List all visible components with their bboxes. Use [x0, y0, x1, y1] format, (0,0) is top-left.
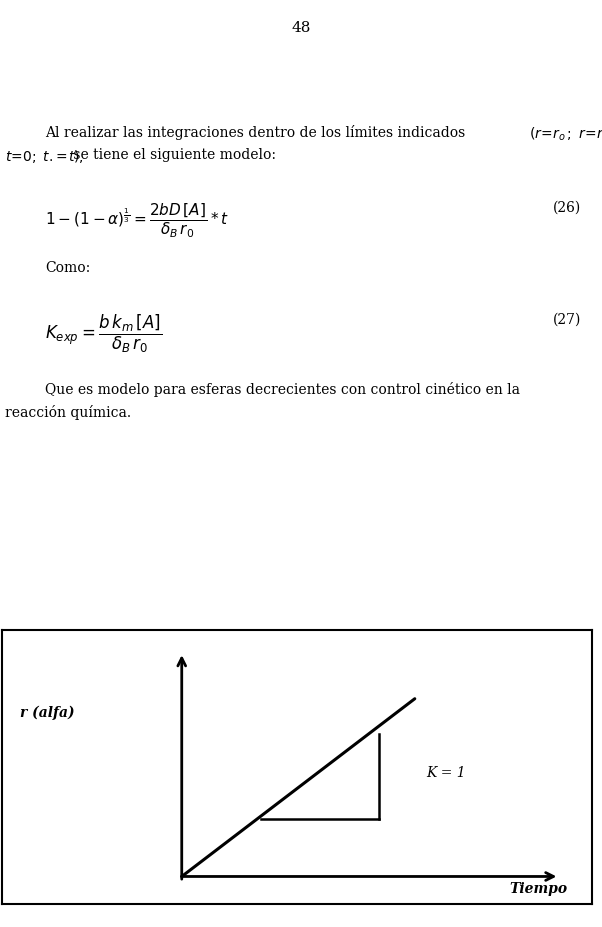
Text: Tiempo: Tiempo	[510, 882, 568, 895]
Text: (26): (26)	[553, 201, 581, 215]
Text: Como:: Como:	[45, 261, 90, 275]
Text: se tiene el siguiente modelo:: se tiene el siguiente modelo:	[69, 148, 276, 162]
Text: r (alfa): r (alfa)	[19, 705, 74, 719]
Text: $t\!=\!0;\;t.\!=\!t),$: $t\!=\!0;\;t.\!=\!t),$	[5, 148, 84, 165]
Text: reacción química.: reacción química.	[5, 405, 131, 420]
Text: 48: 48	[291, 21, 311, 35]
Text: Que es modelo para esferas decrecientes con control cinético en la: Que es modelo para esferas decrecientes …	[45, 382, 520, 397]
Text: Al realizar las integraciones dentro de los límites indicados: Al realizar las integraciones dentro de …	[45, 125, 465, 140]
Text: $1 - (1 - \alpha)^{\frac{1}{3}} = \dfrac{2bD\,[A]}{\delta_B\,r_0} * t$: $1 - (1 - \alpha)^{\frac{1}{3}} = \dfrac…	[45, 201, 229, 240]
Text: K = 1: K = 1	[427, 766, 466, 780]
Text: $(r\!=\!r_o\,;\;r\!=\!r;$: $(r\!=\!r_o\,;\;r\!=\!r;$	[529, 125, 602, 143]
Text: $K_{exp} = \dfrac{b\,k_m\,[A]}{\delta_B\,r_0}$: $K_{exp} = \dfrac{b\,k_m\,[A]}{\delta_B\…	[45, 312, 162, 355]
Text: (27): (27)	[553, 312, 581, 326]
